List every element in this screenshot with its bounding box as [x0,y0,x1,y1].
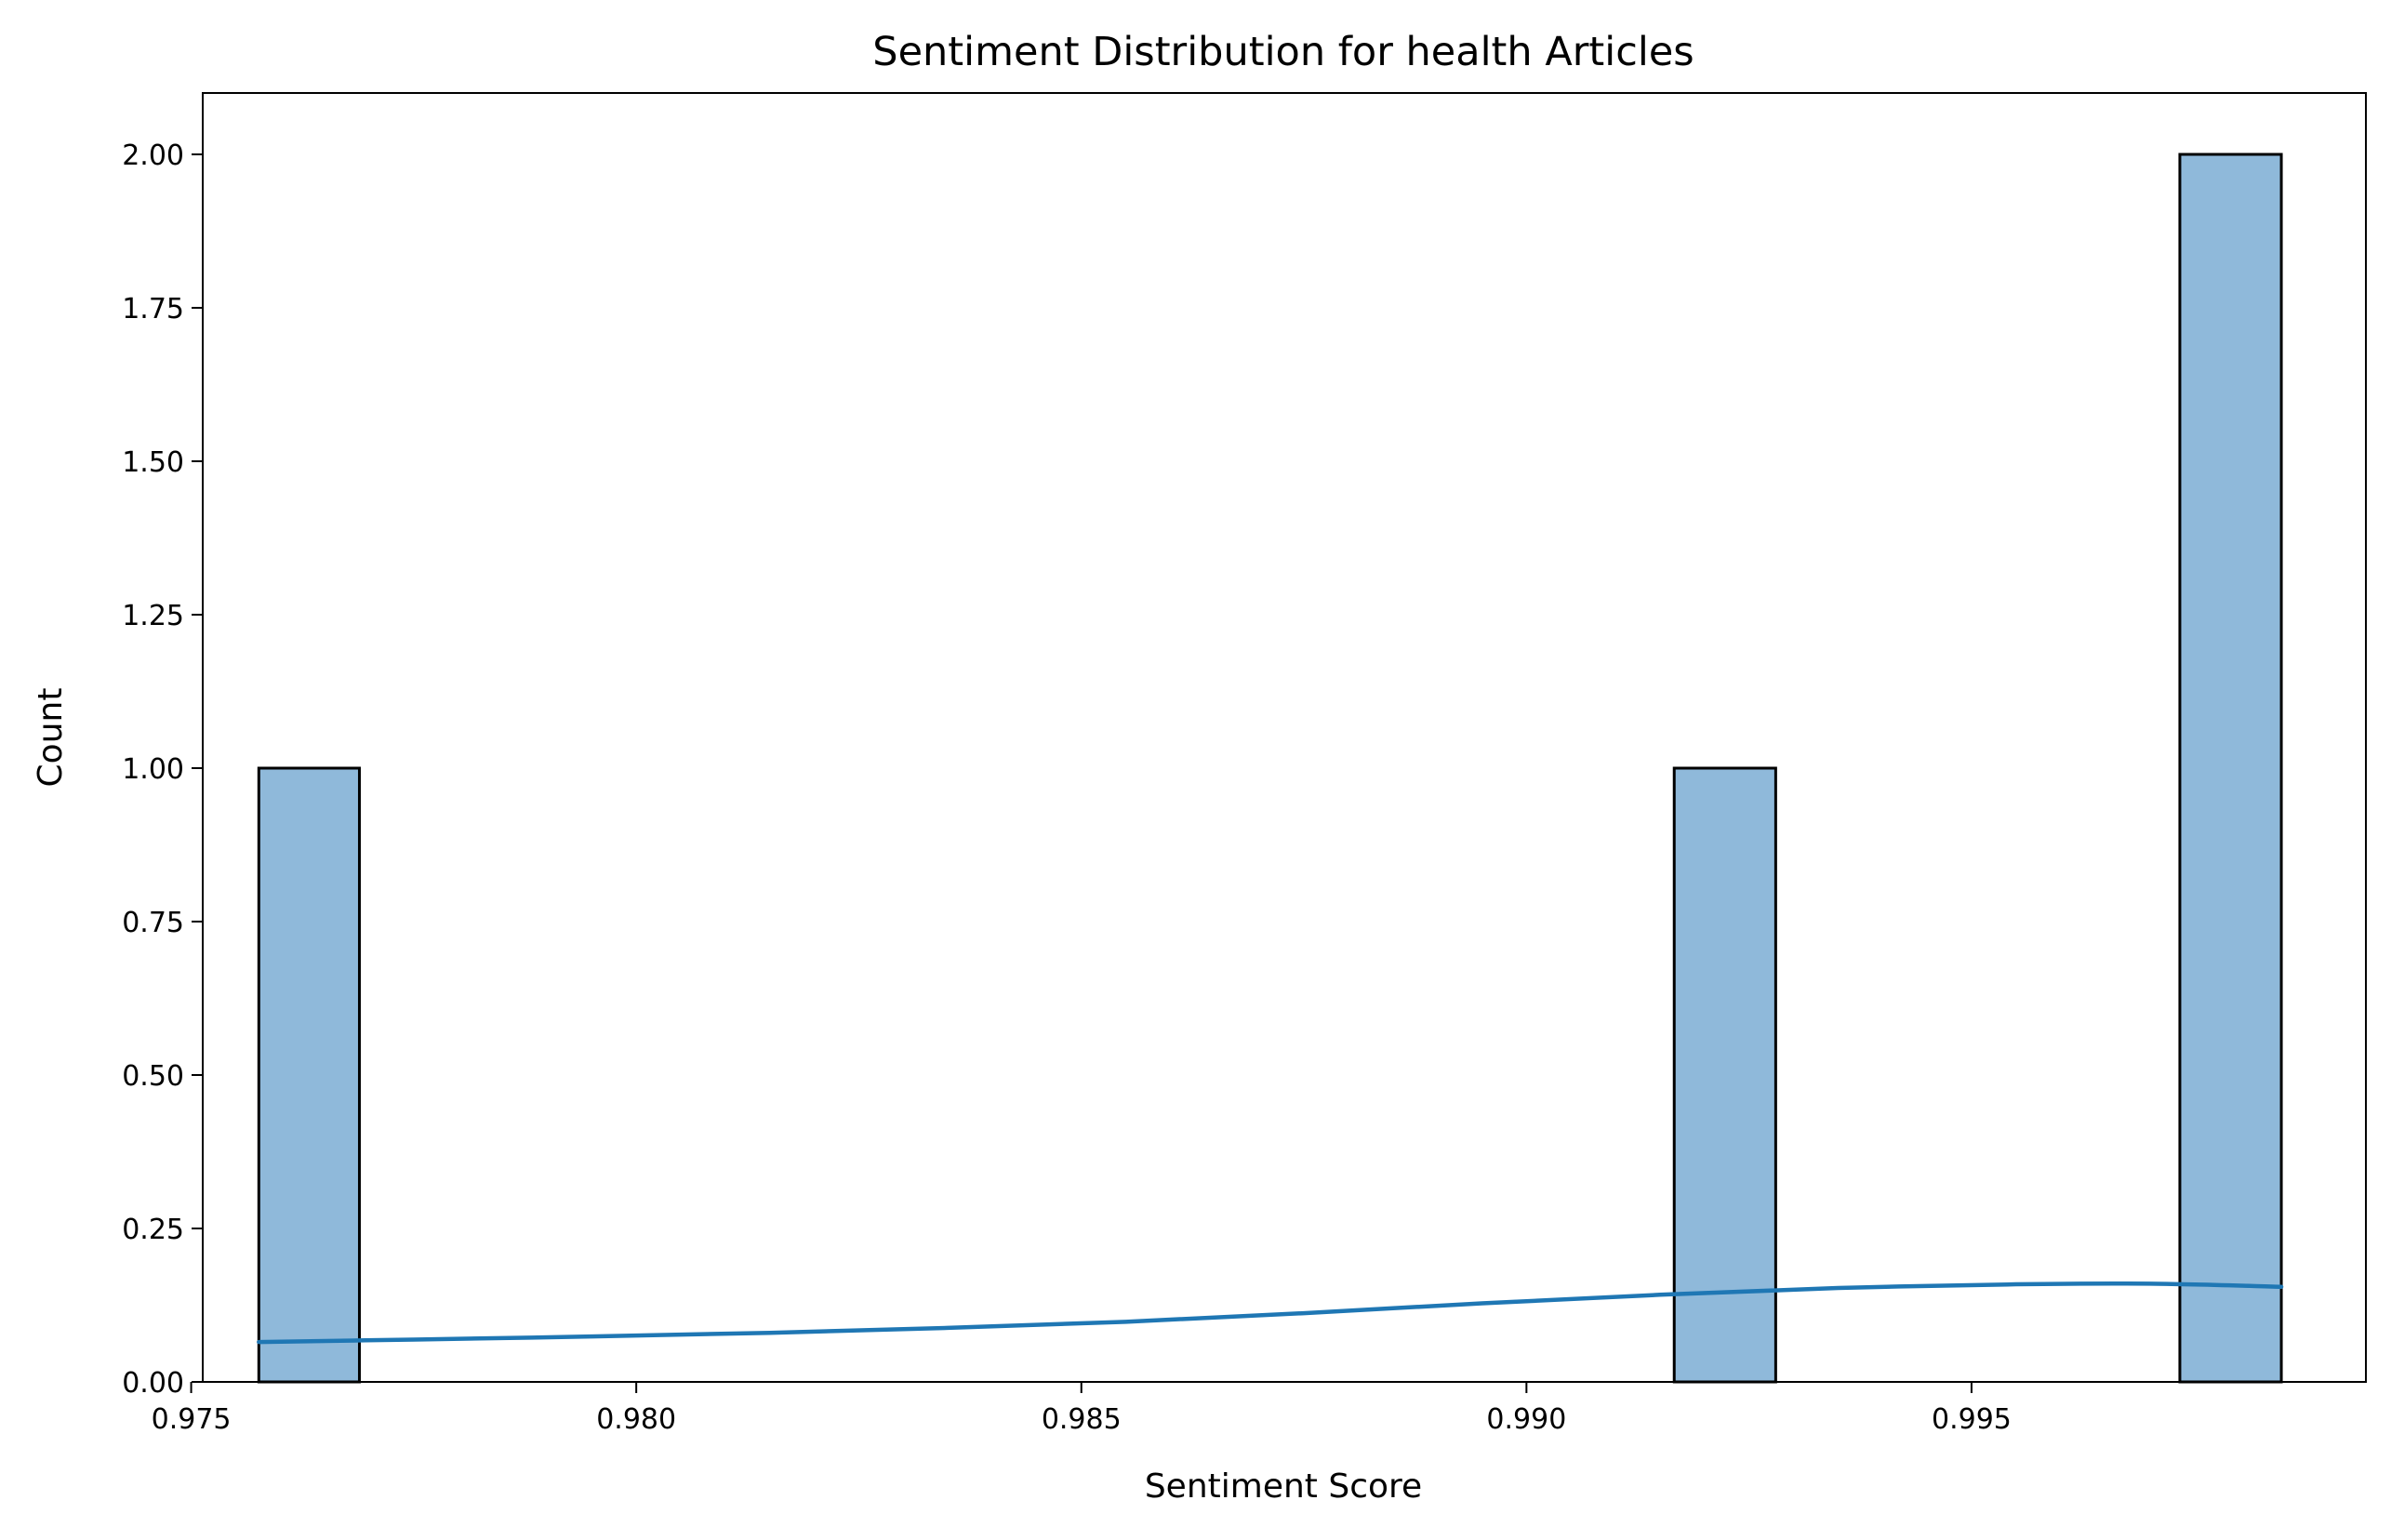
x-tick-label: 0.980 [596,1403,676,1436]
chart-title: Sentiment Distribution for health Articl… [872,29,1694,75]
x-axis-label: Sentiment Score [1145,1467,1422,1506]
x-tick-label: 0.985 [1042,1403,1122,1436]
bars-layer [257,153,2283,1384]
histogram-bar-0 [257,766,361,1384]
kde-layer [257,1281,2284,1345]
y-tick-label: 1.75 [122,293,184,325]
histogram-bar-2 [2178,153,2283,1384]
x-tick-label: 0.990 [1486,1403,1566,1436]
plot-frame [202,92,2367,1383]
x-tick-label: 0.995 [1932,1403,2012,1436]
y-tick-label: 2.00 [122,139,184,172]
x-axis: 0.975 0.980 0.985 0.990 0.995 [152,1382,2012,1436]
kde-curve [257,1281,2284,1345]
y-axis: 0.00 0.25 0.50 0.75 1.00 1.25 1.50 1.75 2.00 [122,139,203,1400]
y-tick-label: 0.75 [122,907,184,939]
y-tick-label: 0.50 [122,1060,184,1093]
y-tick-label: 0.25 [122,1214,184,1246]
y-axis-label: Count [32,688,70,788]
y-tick-label: 1.00 [122,753,184,786]
y-tick-label: 1.50 [122,446,184,479]
y-tick-label: 1.25 [122,600,184,632]
x-tick-label: 0.975 [152,1403,232,1436]
y-tick-label: 0.00 [122,1367,184,1400]
histogram-bar-1 [1672,766,1777,1384]
